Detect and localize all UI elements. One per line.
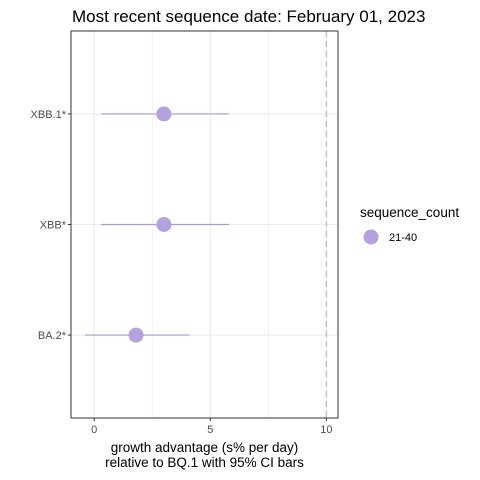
data-point — [156, 217, 172, 232]
x-tick-label: 5 — [207, 424, 213, 436]
y-tick-label: BA.2* — [38, 330, 67, 342]
chart-title: Most recent sequence date: February 01, … — [72, 7, 425, 26]
legend-title: sequence_count — [360, 205, 459, 220]
data-point — [156, 106, 172, 122]
y-tick-label: XBB* — [40, 220, 67, 232]
legend: sequence_count 21-40 — [360, 205, 459, 245]
x-axis-title-line: growth advantage (s% per day) — [111, 440, 299, 455]
x-tick-label: 10 — [320, 424, 332, 436]
x-axis-title-line: relative to BQ.1 with 95% CI bars — [105, 455, 304, 470]
legend-label: 21-40 — [389, 232, 417, 244]
data-point — [128, 327, 144, 343]
legend-key — [363, 229, 379, 245]
plot-panel — [70, 30, 339, 419]
y-tick-label: XBB.1* — [31, 109, 67, 121]
x-tick-label: 0 — [91, 424, 97, 436]
